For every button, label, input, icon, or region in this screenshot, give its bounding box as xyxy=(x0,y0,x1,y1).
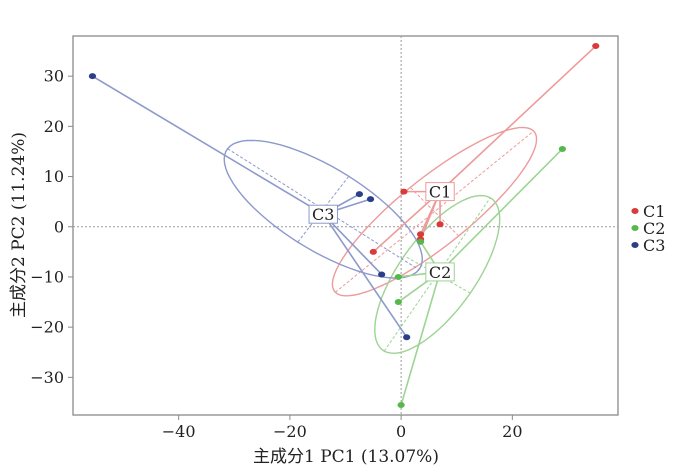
y-tick-label: −10 xyxy=(30,267,64,286)
spoke-c1 xyxy=(439,45,597,193)
point-c1 xyxy=(400,188,408,195)
y-tick-label: 0 xyxy=(54,217,64,236)
data-points xyxy=(88,43,600,408)
centroid-label-c2: C2 xyxy=(429,263,451,282)
x-tick-label: −20 xyxy=(273,422,307,441)
y-tick-label: −20 xyxy=(30,318,64,337)
point-c3 xyxy=(366,196,375,203)
x-tick-label: −40 xyxy=(162,422,196,441)
point-c1 xyxy=(416,231,425,238)
legend-label-c1: C1 xyxy=(643,202,665,221)
point-c3 xyxy=(355,191,364,198)
centroid-labels: C1 C2 C3 xyxy=(308,182,455,282)
y-tick-label: 20 xyxy=(44,117,64,136)
ellipse-major-axis-c2 xyxy=(383,197,491,352)
legend-marker-c2 xyxy=(631,225,639,231)
point-c2 xyxy=(558,145,566,152)
point-c2 xyxy=(394,299,402,306)
point-c3 xyxy=(88,73,97,80)
x-tick-label: 20 xyxy=(502,422,522,441)
ellipse-c2 xyxy=(374,194,501,355)
spoke-c3 xyxy=(322,213,408,338)
centroid-label-box-c1 xyxy=(425,182,455,202)
x-axis: −40 −20 0 20 xyxy=(162,415,523,441)
zero-lines xyxy=(73,36,618,415)
y-axis: 30 20 10 0 −10 −20 −30 xyxy=(30,67,73,387)
centroid-label-c3: C3 xyxy=(312,205,334,224)
centroid-label-box-c3 xyxy=(308,204,338,224)
centroid-label-c1: C1 xyxy=(429,183,451,202)
spoke-c2 xyxy=(400,271,441,406)
point-c3 xyxy=(403,334,411,341)
point-c2 xyxy=(416,238,425,245)
point-c1 xyxy=(436,221,444,228)
x-axis-label: 主成分1 PC1 (13.07%) xyxy=(253,447,439,467)
spoke-c3 xyxy=(92,75,324,215)
x-tick-label: 0 xyxy=(396,422,406,441)
y-tick-label: 30 xyxy=(44,67,64,86)
spoke-c2 xyxy=(439,148,563,273)
spoke-c3 xyxy=(322,213,383,276)
ellipse-major-axis-c3 xyxy=(227,148,420,271)
legend-marker-c3 xyxy=(631,242,639,248)
point-c1 xyxy=(592,43,600,50)
plot-frame xyxy=(72,35,619,416)
y-tick-label: 10 xyxy=(44,167,64,186)
legend-label-c3: C3 xyxy=(643,236,665,255)
ellipse-minor-axis-c1 xyxy=(409,187,460,237)
point-c3 xyxy=(378,271,386,278)
legend-label-c2: C2 xyxy=(643,219,665,238)
point-c2 xyxy=(397,401,405,408)
ellipse-major-axis-c1 xyxy=(334,130,534,293)
centroid-label-box-c2 xyxy=(425,262,455,282)
legend-marker-c1 xyxy=(631,208,639,214)
point-c1 xyxy=(369,248,377,255)
y-axis-label: 主成分2 PC2 (11.24%) xyxy=(9,132,29,318)
spoke-c1 xyxy=(372,191,441,253)
ellipse-c3 xyxy=(223,139,424,279)
y-tick-label: −30 xyxy=(30,368,64,387)
point-c2 xyxy=(394,273,402,280)
